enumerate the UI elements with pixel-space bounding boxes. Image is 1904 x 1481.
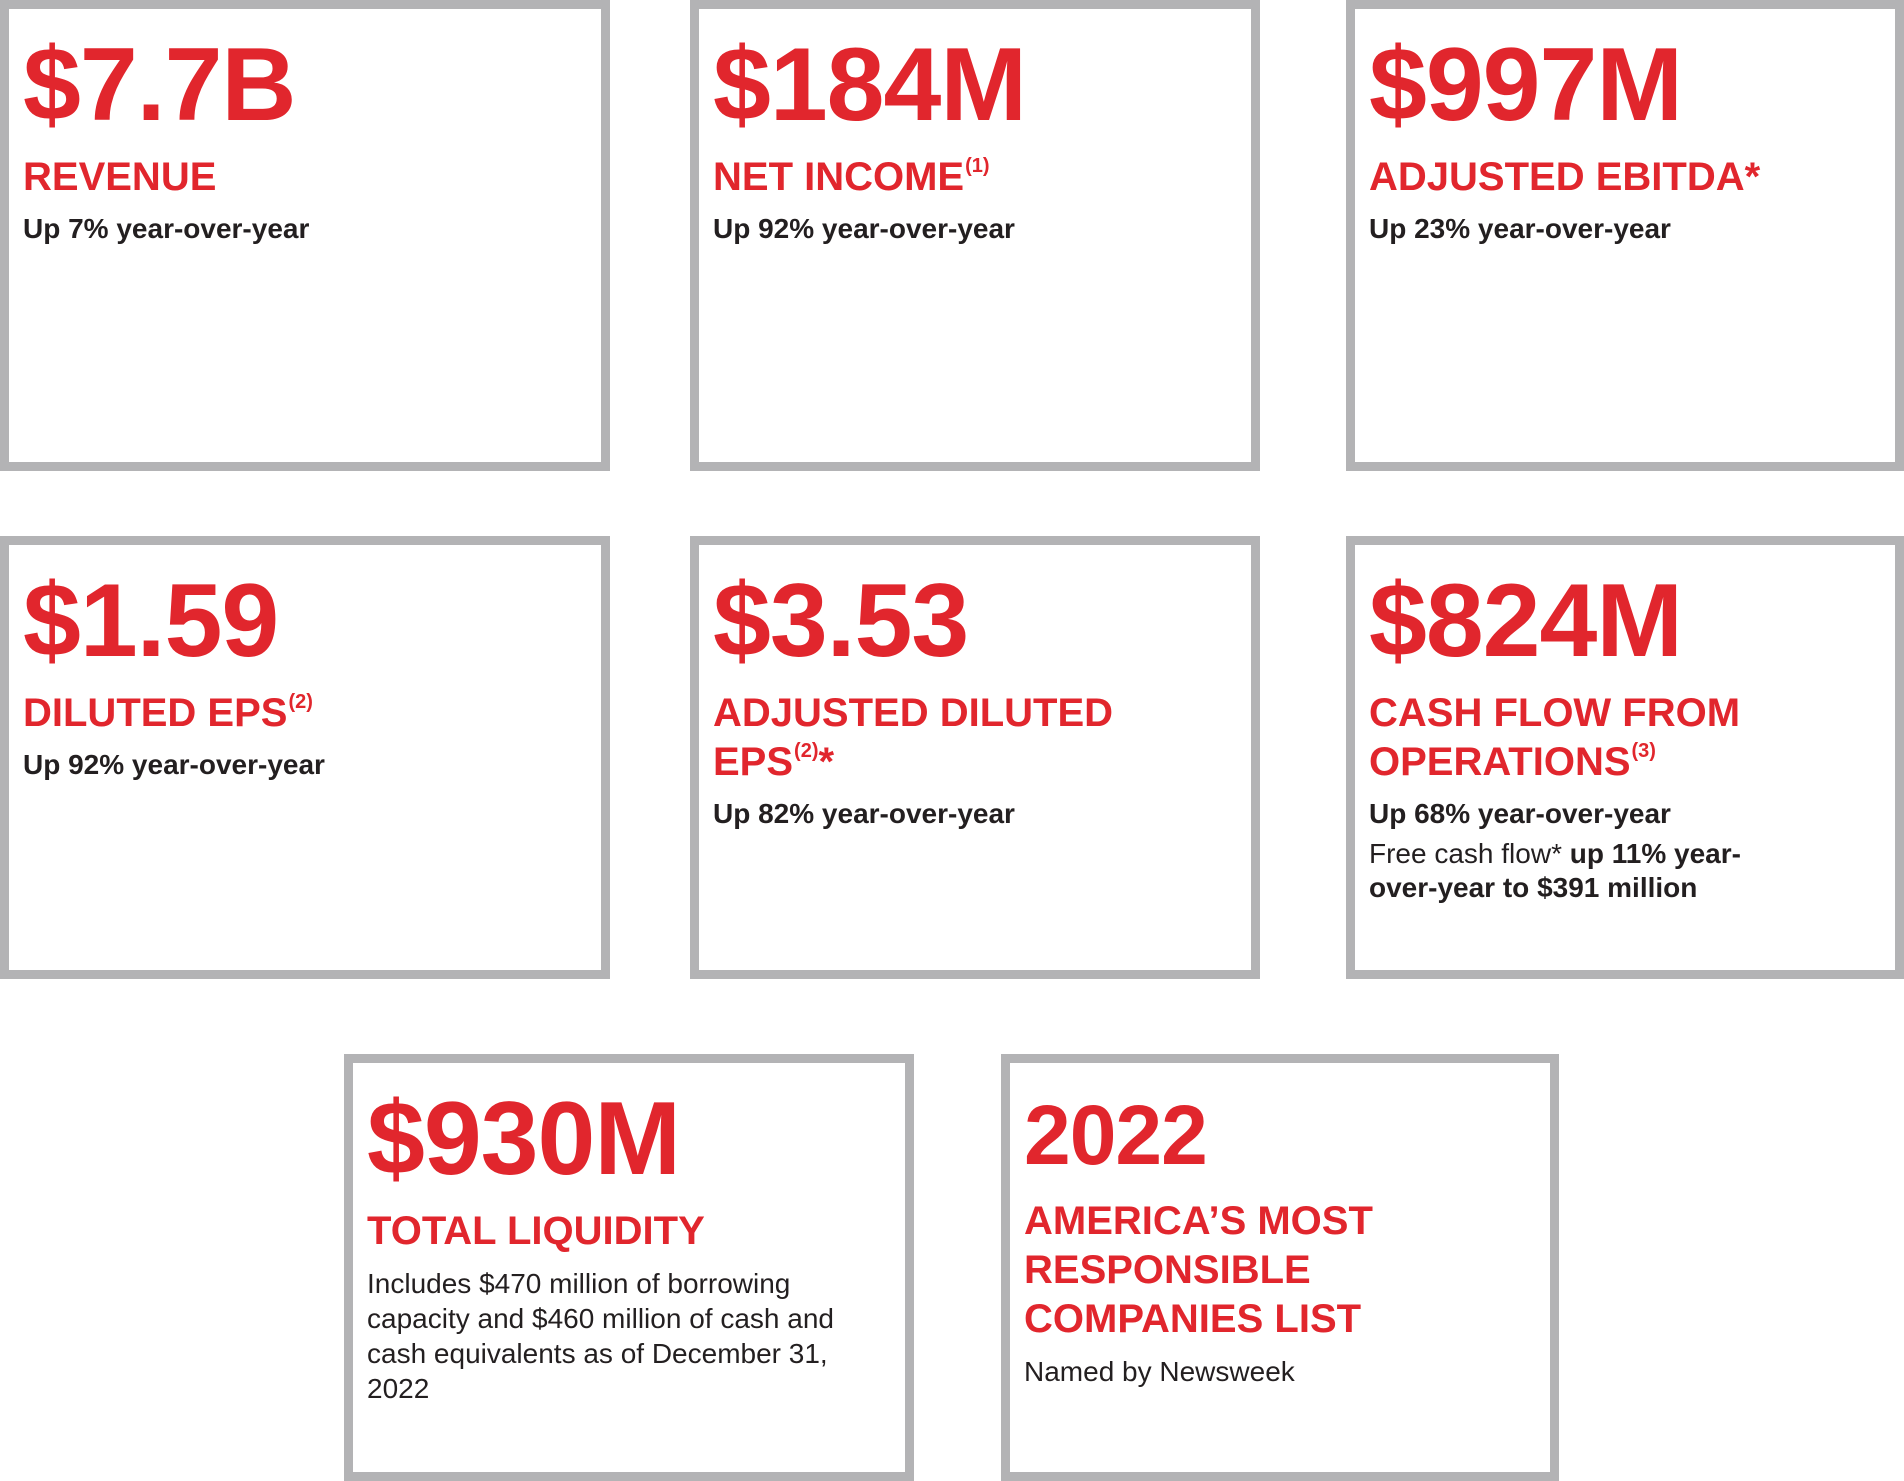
revenue-label: REVENUE: [23, 153, 587, 202]
diluted-eps-value: $1.59: [23, 563, 279, 679]
responsible-companies-label-text: AMERICA’S MOST RESPONSIBLE COMPANIES LIS…: [1024, 1199, 1373, 1341]
diluted-eps-card: $1.59 DILUTED EPS(2) Up 92% year-over-ye…: [0, 536, 610, 979]
adjusted-diluted-eps-label-text: ADJUSTED DILUTED EPS: [713, 691, 1114, 784]
net-income-label: NET INCOME(1): [713, 153, 1237, 202]
adjusted-ebitda-label: ADJUSTED EBITDA*: [1369, 153, 1881, 202]
responsible-companies-description: Named by Newsweek: [1024, 1356, 1295, 1387]
cash-flow-note: Up 68% year-over-year: [1369, 798, 1671, 829]
responsible-companies-label: AMERICA’S MOST RESPONSIBLE COMPANIES LIS…: [1024, 1197, 1444, 1344]
net-income-value: $184M: [713, 27, 1027, 143]
cash-flow-value: $824M: [1369, 563, 1683, 679]
adjusted-diluted-eps-value: $3.53: [713, 563, 969, 679]
adjusted-diluted-eps-card: $3.53 ADJUSTED DILUTED EPS(2)* Up 82% ye…: [690, 536, 1260, 979]
net-income-footnote-ref: (1): [965, 155, 990, 177]
adjusted-ebitda-value: $997M: [1369, 27, 1683, 143]
revenue-label-text: REVENUE: [23, 155, 217, 199]
free-cash-flow-detail: up 11% year-over-year to $391 million: [1369, 838, 1741, 903]
adjusted-ebitda-card: $997M ADJUSTED EBITDA* Up 23% year-over-…: [1346, 0, 1904, 471]
responsible-companies-year: 2022: [1024, 1088, 1208, 1182]
total-liquidity-label: TOTAL LIQUIDITY: [367, 1207, 891, 1256]
revenue-value: $7.7B: [23, 27, 297, 143]
adjusted-diluted-eps-label: ADJUSTED DILUTED EPS(2)*: [713, 689, 1153, 787]
cash-flow-footnote-ref: (3): [1631, 740, 1656, 762]
revenue-card: $7.7B REVENUE Up 7% year-over-year: [0, 0, 610, 471]
adjusted-diluted-eps-asterisk: *: [818, 740, 835, 784]
diluted-eps-note: Up 92% year-over-year: [23, 749, 325, 780]
cash-flow-card: $824M CASH FLOW FROM OPERATIONS(3) Up 68…: [1346, 536, 1904, 979]
cash-flow-label: CASH FLOW FROM OPERATIONS(3): [1369, 689, 1789, 787]
adjusted-ebitda-note: Up 23% year-over-year: [1369, 213, 1671, 244]
responsible-companies-card: 2022 AMERICA’S MOST RESPONSIBLE COMPANIE…: [1001, 1054, 1559, 1481]
total-liquidity-label-text: TOTAL LIQUIDITY: [367, 1209, 705, 1253]
adjusted-diluted-eps-note: Up 82% year-over-year: [713, 798, 1015, 829]
diluted-eps-label-text: DILUTED EPS: [23, 691, 288, 735]
adjusted-ebitda-label-text: ADJUSTED EBITDA*: [1369, 155, 1761, 199]
total-liquidity-description: Includes $470 million of borrowing capac…: [367, 1268, 834, 1404]
total-liquidity-value: $930M: [367, 1081, 681, 1197]
total-liquidity-card: $930M TOTAL LIQUIDITY Includes $470 mill…: [344, 1054, 914, 1481]
net-income-card: $184M NET INCOME(1) Up 92% year-over-yea…: [690, 0, 1260, 471]
cash-flow-label-text: CASH FLOW FROM OPERATIONS: [1369, 691, 1741, 784]
net-income-note: Up 92% year-over-year: [713, 213, 1015, 244]
diluted-eps-label: DILUTED EPS(2): [23, 689, 587, 738]
net-income-label-text: NET INCOME: [713, 155, 965, 199]
diluted-eps-footnote-ref: (2): [288, 691, 313, 713]
free-cash-flow-note: Free cash flow* up 11% year-over-year to…: [1369, 837, 1809, 905]
adjusted-diluted-eps-footnote-ref: (2): [794, 740, 819, 762]
free-cash-flow-label: Free cash flow*: [1369, 838, 1570, 869]
revenue-note: Up 7% year-over-year: [23, 213, 310, 244]
